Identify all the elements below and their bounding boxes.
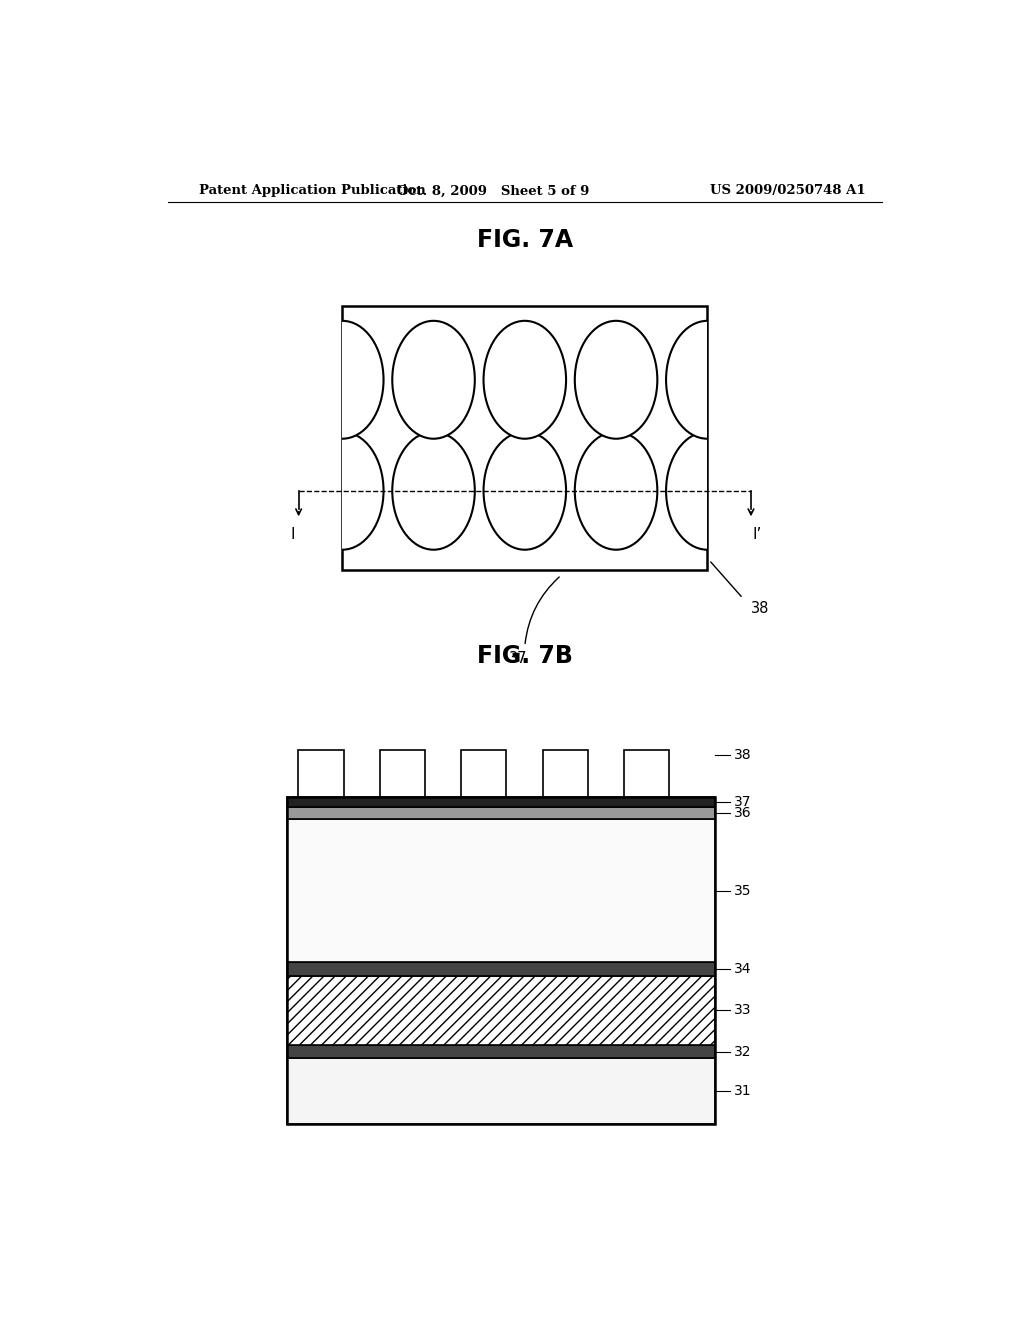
Bar xyxy=(461,750,507,797)
Text: 36: 36 xyxy=(733,807,752,820)
Bar xyxy=(287,818,716,962)
Text: 38: 38 xyxy=(751,601,769,616)
Text: 37: 37 xyxy=(509,651,527,667)
Bar xyxy=(287,807,716,818)
Text: 33: 33 xyxy=(733,1003,751,1018)
Text: 35: 35 xyxy=(733,884,751,898)
Text: I: I xyxy=(290,528,295,543)
Text: US 2009/0250748 A1: US 2009/0250748 A1 xyxy=(711,185,866,198)
Bar xyxy=(287,975,716,1044)
Text: I’: I’ xyxy=(753,528,762,543)
Bar xyxy=(624,750,670,797)
Bar xyxy=(543,750,588,797)
Bar xyxy=(342,306,708,570)
Ellipse shape xyxy=(574,321,657,438)
Ellipse shape xyxy=(574,432,657,549)
Ellipse shape xyxy=(301,321,384,438)
Text: 37: 37 xyxy=(733,795,751,809)
Text: FIG. 7A: FIG. 7A xyxy=(477,228,572,252)
Ellipse shape xyxy=(392,321,475,438)
Ellipse shape xyxy=(301,432,384,549)
Text: 32: 32 xyxy=(733,1045,751,1059)
Bar xyxy=(287,962,716,975)
Text: Patent Application Publication: Patent Application Publication xyxy=(200,185,426,198)
Text: 38: 38 xyxy=(733,748,752,762)
Ellipse shape xyxy=(666,432,749,549)
Ellipse shape xyxy=(392,432,475,549)
Text: FIG. 7B: FIG. 7B xyxy=(477,644,572,668)
Text: Oct. 8, 2009   Sheet 5 of 9: Oct. 8, 2009 Sheet 5 of 9 xyxy=(397,185,589,198)
Text: 31: 31 xyxy=(733,1085,752,1098)
Bar xyxy=(287,797,716,807)
Ellipse shape xyxy=(666,321,749,438)
Bar xyxy=(287,1057,716,1125)
Ellipse shape xyxy=(483,432,566,549)
Bar xyxy=(287,797,716,1125)
Bar xyxy=(298,750,344,797)
Ellipse shape xyxy=(483,321,566,438)
Text: 34: 34 xyxy=(733,962,751,977)
Bar xyxy=(380,750,425,797)
Bar xyxy=(287,1044,716,1057)
